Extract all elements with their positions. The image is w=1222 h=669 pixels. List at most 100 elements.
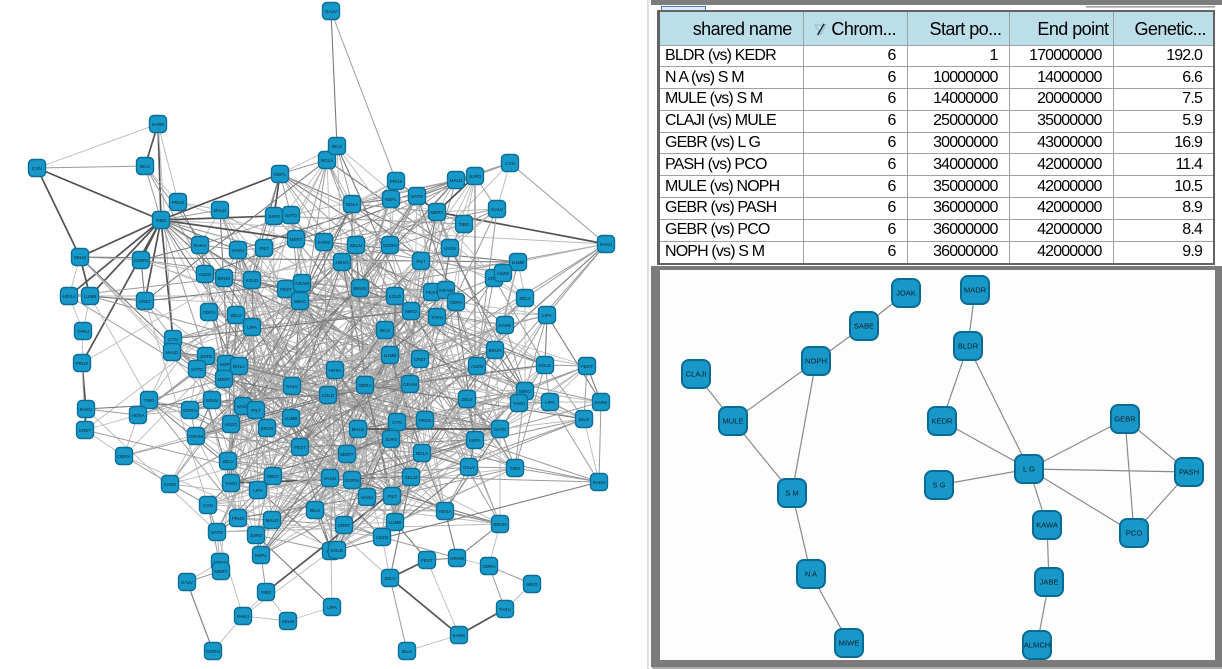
svg-text:PCO: PCO <box>1126 529 1143 538</box>
svg-text:PRUS: PRUS <box>172 200 185 205</box>
svg-text:ZELV: ZELV <box>384 576 396 581</box>
svg-text:KARS: KARS <box>164 482 177 487</box>
svg-text:SELM: SELM <box>74 255 87 260</box>
svg-text:FEST: FEST <box>581 364 593 369</box>
svg-text:NOLA: NOLA <box>346 202 359 207</box>
svg-text:DORN: DORN <box>383 243 397 248</box>
svg-text:KAWA: KAWA <box>1036 521 1059 530</box>
svg-text:BRUN: BRUN <box>488 348 501 353</box>
svg-text:TIBO: TIBO <box>144 398 155 403</box>
svg-text:DORN: DORN <box>206 649 220 654</box>
svg-text:TIBO: TIBO <box>510 466 521 471</box>
svg-text:SELM: SELM <box>350 243 363 248</box>
svg-text:KEPL: KEPL <box>385 197 397 202</box>
svg-text:LIPA: LIPA <box>542 313 553 318</box>
svg-text:ODRA: ODRA <box>449 300 463 305</box>
svg-text:LUMB: LUMB <box>84 294 97 299</box>
svg-text:S G: S G <box>932 481 945 490</box>
svg-text:SABE: SABE <box>854 322 874 331</box>
svg-text:ODRA: ODRA <box>117 454 131 459</box>
svg-text:ZELV: ZELV <box>230 313 242 318</box>
svg-text:KARS: KARS <box>453 633 466 638</box>
svg-text:ALMCH: ALMCH <box>1024 641 1051 650</box>
svg-text:TARU: TARU <box>499 607 511 612</box>
svg-text:JURO: JURO <box>469 174 482 179</box>
svg-text:LUMB: LUMB <box>285 416 298 421</box>
svg-text:DORN: DORN <box>183 408 197 413</box>
svg-text:GRAM: GRAM <box>439 288 453 293</box>
svg-text:ZELV: ZELV <box>222 459 234 464</box>
svg-text:MIKO: MIKO <box>405 309 417 314</box>
svg-text:PRUS: PRUS <box>390 179 403 184</box>
svg-text:ASZO: ASZO <box>471 364 484 369</box>
svg-text:KOLD: KOLD <box>539 363 552 368</box>
svg-text:BILX: BILX <box>332 144 342 149</box>
svg-text:CRET: CRET <box>79 428 92 433</box>
svg-text:JABE: JABE <box>1040 578 1059 587</box>
svg-text:GRAM: GRAM <box>189 434 203 439</box>
svg-text:GALV: GALV <box>286 384 299 389</box>
svg-text:PILT: PILT <box>251 408 261 413</box>
svg-text:TIBO: TIBO <box>156 218 167 223</box>
svg-text:MALD: MALD <box>166 350 179 355</box>
svg-text:HOSA: HOSA <box>438 509 452 514</box>
svg-text:CRET: CRET <box>338 523 351 528</box>
svg-text:VAGU: VAGU <box>444 246 457 251</box>
svg-text:FEST: FEST <box>421 558 433 563</box>
svg-text:SATO: SATO <box>411 194 424 199</box>
svg-text:GALV: GALV <box>463 465 476 470</box>
svg-text:GALV: GALV <box>491 207 504 212</box>
svg-text:TARU: TARU <box>77 329 89 334</box>
svg-text:KARS: KARS <box>152 122 165 127</box>
svg-text:GRAM: GRAM <box>450 556 464 561</box>
svg-text:MALD: MALD <box>450 178 463 183</box>
svg-text:TARU: TARU <box>513 401 525 406</box>
svg-text:LUMB: LUMB <box>384 353 397 358</box>
svg-text:LIPA: LIPA <box>327 605 338 610</box>
svg-text:RAKU: RAKU <box>600 242 613 247</box>
svg-text:MERT: MERT <box>341 452 354 457</box>
svg-text:KEPL: KEPL <box>469 438 481 443</box>
svg-text:ZELV: ZELV <box>519 296 531 301</box>
svg-text:CLAJI: CLAJI <box>686 370 707 379</box>
svg-text:MERT: MERT <box>215 569 228 574</box>
svg-text:ODRA: ODRA <box>202 310 216 315</box>
svg-text:KEPL: KEPL <box>274 172 286 177</box>
svg-text:TIBO: TIBO <box>261 590 272 595</box>
svg-text:LIPA: LIPA <box>247 325 258 330</box>
svg-text:VAGU: VAGU <box>232 248 245 253</box>
svg-text:FEST: FEST <box>426 290 438 295</box>
svg-text:SATO: SATO <box>285 213 298 218</box>
svg-text:JURO: JURO <box>250 533 263 538</box>
svg-text:JURO: JURO <box>200 354 213 359</box>
svg-text:JOAK: JOAK <box>896 289 916 298</box>
svg-text:ASZO: ASZO <box>225 422 238 427</box>
svg-text:RAKU: RAKU <box>237 614 250 619</box>
svg-text:NOLA: NOLA <box>321 158 334 163</box>
svg-text:RAKU: RAKU <box>194 243 207 248</box>
svg-text:MALD: MALD <box>352 427 365 432</box>
svg-text:FEST: FEST <box>280 287 292 292</box>
svg-text:CYN: CYN <box>168 337 178 342</box>
svg-text:PRUS: PRUS <box>232 516 245 521</box>
svg-text:ASZO: ASZO <box>376 535 389 540</box>
svg-text:KOLD: KOLD <box>322 393 335 398</box>
svg-text:CYN: CYN <box>32 166 42 171</box>
svg-text:BRUN: BRUN <box>217 276 230 281</box>
svg-text:JURO: JURO <box>385 437 398 442</box>
svg-text:PILT: PILT <box>416 259 426 264</box>
svg-text:ZELV: ZELV <box>461 397 473 402</box>
svg-text:TIBO: TIBO <box>459 222 470 227</box>
svg-text:BRUN: BRUN <box>493 522 506 527</box>
svg-text:GEBR: GEBR <box>1114 415 1136 424</box>
svg-text:TARU: TARU <box>431 315 443 320</box>
svg-text:CYN: CYN <box>505 161 515 166</box>
svg-text:SELM: SELM <box>206 398 219 403</box>
svg-text:PRUS: PRUS <box>419 418 432 423</box>
svg-text:SATO: SATO <box>494 427 507 432</box>
svg-text:LUMB: LUMB <box>512 260 525 265</box>
svg-text:MIKO: MIKO <box>294 299 306 304</box>
svg-text:SELM: SELM <box>282 619 295 624</box>
svg-text:ODRA: ODRA <box>358 383 372 388</box>
svg-text:MALD: MALD <box>214 208 227 213</box>
